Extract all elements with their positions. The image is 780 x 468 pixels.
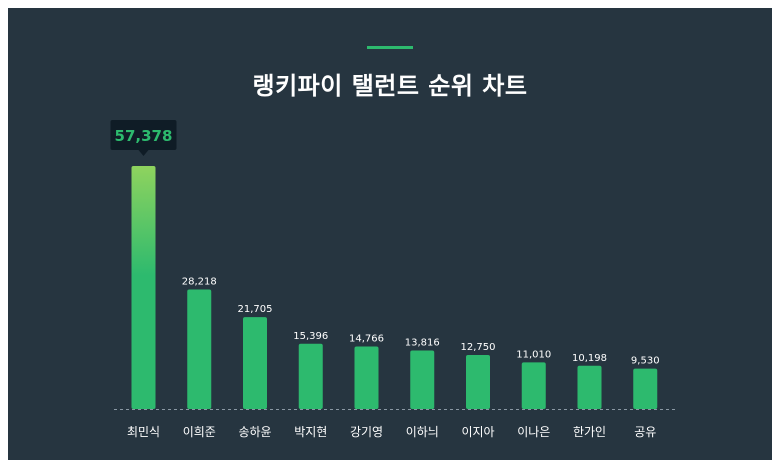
bar-3 bbox=[298, 343, 323, 409]
bar-2 bbox=[243, 317, 267, 409]
data-label-5: 13,816 bbox=[405, 337, 440, 348]
category-label-9: 공유 bbox=[634, 425, 656, 439]
data-label-6: 12,750 bbox=[461, 342, 496, 353]
category-label-3: 박지현 bbox=[294, 425, 327, 439]
data-label-7: 11,010 bbox=[516, 349, 551, 360]
category-label-6: 이지아 bbox=[461, 425, 494, 439]
category-label-7: 이나은 bbox=[517, 425, 550, 439]
bar-4 bbox=[354, 346, 379, 409]
data-label-9: 9,530 bbox=[631, 356, 660, 367]
data-label-3: 15,396 bbox=[293, 331, 328, 342]
data-label-8: 10,198 bbox=[572, 353, 607, 364]
data-label-0: 57,378 bbox=[115, 127, 173, 145]
title-accent-line bbox=[367, 46, 413, 49]
bar-5 bbox=[410, 350, 435, 409]
category-label-0: 최민식 bbox=[127, 425, 160, 439]
chart-title: 랭키파이 탤런트 순위 차트 bbox=[252, 72, 528, 100]
category-label-4: 강기영 bbox=[350, 425, 383, 439]
category-label-8: 한가인 bbox=[573, 425, 606, 439]
data-label-1: 28,218 bbox=[182, 276, 217, 287]
bar-1 bbox=[187, 289, 212, 409]
bar-0 bbox=[131, 166, 156, 409]
data-label-2: 21,705 bbox=[238, 304, 273, 315]
value-tooltip-box bbox=[110, 120, 177, 150]
bar-8 bbox=[577, 365, 602, 409]
value-tooltip-pointer bbox=[138, 150, 149, 156]
bar-9 bbox=[633, 368, 658, 409]
category-label-2: 송하윤 bbox=[238, 425, 271, 439]
data-label-4: 14,766 bbox=[349, 333, 384, 344]
bar-7 bbox=[521, 362, 546, 409]
category-label-5: 이하늬 bbox=[406, 425, 439, 439]
category-label-1: 이희준 bbox=[183, 425, 216, 439]
bar-6 bbox=[466, 355, 490, 409]
